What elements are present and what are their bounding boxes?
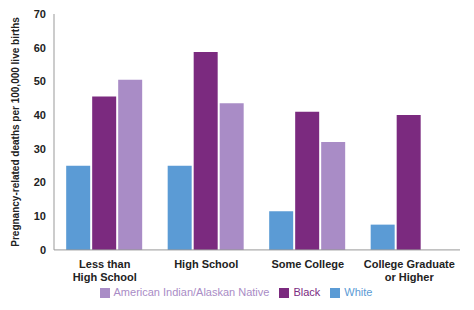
svg-text:College Graduateor Higher: College Graduateor Higher (364, 258, 455, 283)
svg-text:Less thanHigh School: Less thanHigh School (73, 258, 137, 283)
svg-text:40: 40 (34, 109, 46, 121)
svg-text:Pregnancy-related deaths per 1: Pregnancy-related deaths per 100,000 liv… (10, 17, 21, 247)
html-text:White: White (344, 285, 373, 298)
svg-text:50: 50 (34, 75, 46, 87)
svg-text:70: 70 (34, 8, 46, 20)
html-text:Black: Black (293, 285, 321, 298)
svg-text:10: 10 (34, 210, 46, 222)
html-text:American Indian/Alaskan Native: American Indian/Alaskan Native (113, 285, 270, 298)
svg-text:60: 60 (34, 42, 46, 54)
svg-text:Some College: Some College (271, 258, 344, 270)
svg-text:High School: High School (174, 258, 238, 270)
svg-text:0: 0 (40, 244, 46, 256)
svg-text:20: 20 (34, 176, 46, 188)
svg-text:30: 30 (34, 143, 46, 155)
